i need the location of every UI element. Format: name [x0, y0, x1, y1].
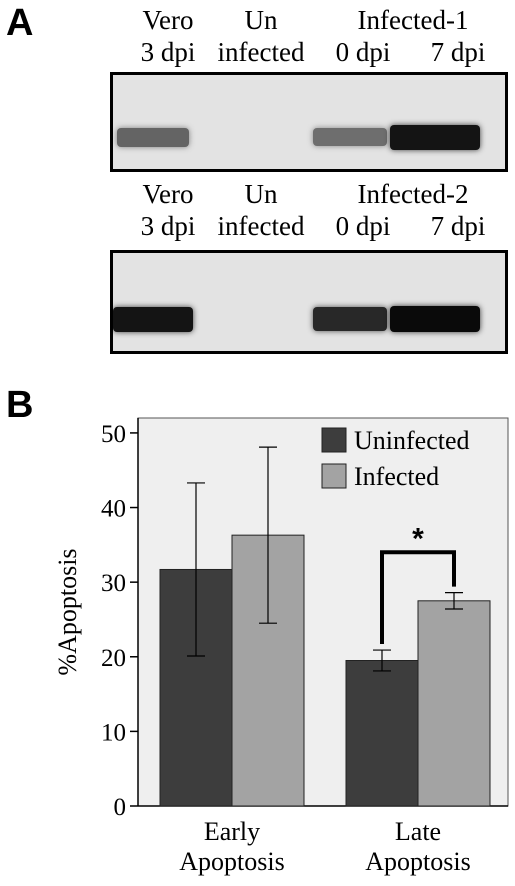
significance-star: *	[412, 522, 424, 555]
lane-label-uninfected: Un infected	[217, 179, 305, 241]
y-tick-label: 40	[101, 496, 126, 523]
bar-infected-1	[417, 600, 491, 807]
lane-label-vero: Vero 3 dpi	[140, 179, 196, 241]
gel-band	[313, 307, 387, 331]
gel-band	[390, 306, 480, 332]
y-tick-label: 0	[114, 794, 127, 821]
x-category-label: Late	[395, 817, 441, 846]
significance-bracket	[380, 550, 456, 645]
bar-chart: 01020304050%Apoptosis*EarlyApoptosisLate…	[53, 417, 509, 876]
gel-band	[117, 127, 189, 147]
gel-band	[113, 306, 193, 332]
legend-swatch	[321, 427, 347, 453]
panel-b-letter: B	[6, 384, 34, 426]
lane-label-uninfected: Un infected	[217, 5, 305, 67]
x-category-label: Apoptosis	[365, 847, 470, 876]
x-category-label: Early	[204, 817, 260, 846]
y-tick-label: 30	[101, 570, 126, 597]
gel-image-1	[110, 72, 508, 172]
group-label-infected-2: Infected-2	[357, 179, 469, 209]
y-tick-label: 20	[101, 645, 126, 672]
y-tick-label: 10	[101, 719, 126, 746]
y-tick-label: 50	[101, 421, 126, 448]
group-label-infected-1: Infected-1	[357, 5, 469, 35]
lane-label-0dpi: 0 dpi	[335, 37, 391, 67]
gel-band	[390, 124, 480, 150]
gel-band	[313, 128, 387, 146]
panel-a-letter: A	[6, 2, 34, 44]
legend-label: Infected	[354, 462, 439, 491]
y-axis-label: %Apoptosis	[53, 548, 82, 675]
legend-label: Uninfected	[354, 426, 470, 455]
gel-image-2	[110, 250, 508, 354]
bar-uninfected-1	[345, 660, 419, 807]
lane-label-0dpi: 0 dpi	[335, 211, 391, 241]
lane-label-vero: Vero 3 dpi	[140, 5, 196, 67]
lane-label-7dpi: 7 dpi	[430, 37, 486, 67]
lane-label-7dpi: 7 dpi	[430, 211, 486, 241]
legend-swatch	[321, 463, 347, 489]
x-category-label: Apoptosis	[179, 847, 284, 876]
